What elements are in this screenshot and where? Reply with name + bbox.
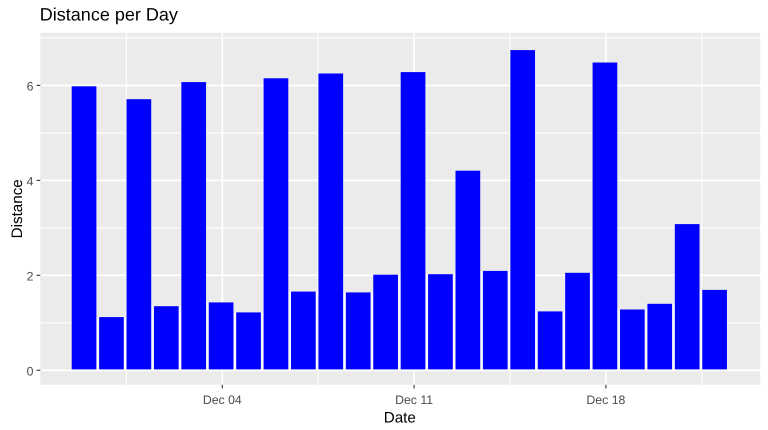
svg-text:Dec 18: Dec 18 xyxy=(586,393,625,407)
svg-text:Dec 11: Dec 11 xyxy=(395,393,433,407)
svg-text:6: 6 xyxy=(27,80,34,94)
svg-text:4: 4 xyxy=(27,175,34,189)
svg-text:Distance per Day: Distance per Day xyxy=(40,5,178,25)
svg-text:2: 2 xyxy=(27,270,34,284)
svg-text:0: 0 xyxy=(27,365,34,379)
svg-text:Date: Date xyxy=(384,409,416,426)
svg-text:Distance: Distance xyxy=(9,179,26,238)
svg-text:Dec 04: Dec 04 xyxy=(203,393,242,407)
